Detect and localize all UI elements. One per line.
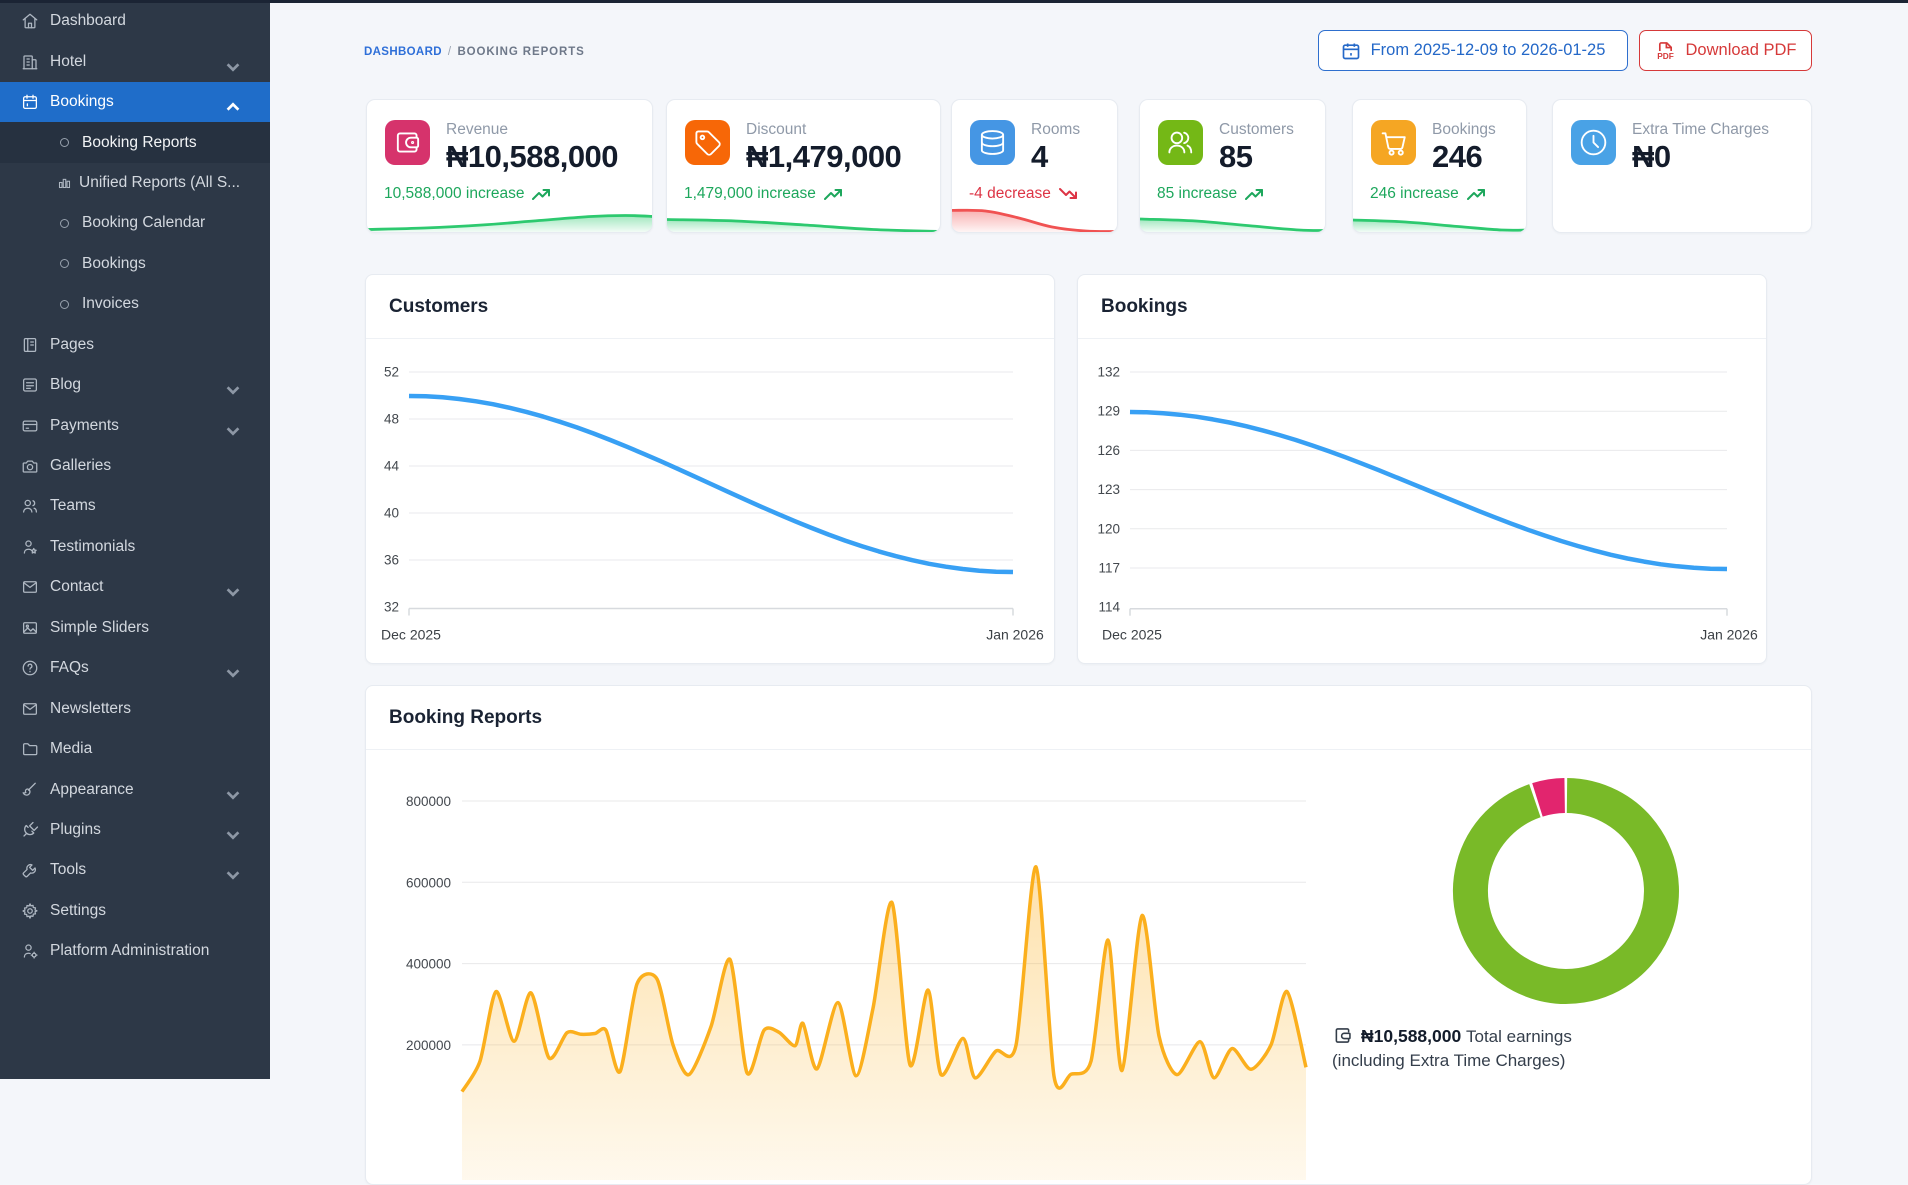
svg-text:400000: 400000 bbox=[406, 957, 451, 972]
svg-text:PDF: PDF bbox=[1657, 51, 1674, 61]
svg-text:126: 126 bbox=[1097, 443, 1120, 458]
svg-text:132: 132 bbox=[1097, 365, 1120, 380]
svg-text:44: 44 bbox=[384, 459, 400, 474]
svg-text:Jan 2026: Jan 2026 bbox=[986, 627, 1044, 643]
svg-text:40: 40 bbox=[384, 506, 399, 521]
svg-text:123: 123 bbox=[1097, 482, 1120, 497]
svg-text:₦10,588,000: ₦10,588,000 bbox=[1361, 1026, 1461, 1046]
svg-text:48: 48 bbox=[384, 412, 399, 427]
svg-text:114: 114 bbox=[1098, 600, 1120, 615]
svg-text:52: 52 bbox=[384, 365, 399, 380]
svg-text:Dec 2025: Dec 2025 bbox=[1102, 627, 1162, 643]
svg-text:117: 117 bbox=[1098, 561, 1120, 576]
svg-text:600000: 600000 bbox=[406, 875, 451, 890]
svg-text:800000: 800000 bbox=[406, 794, 451, 809]
svg-text:120: 120 bbox=[1097, 521, 1120, 536]
svg-text:36: 36 bbox=[384, 553, 399, 568]
svg-text:200000: 200000 bbox=[406, 1038, 451, 1053]
svg-text:Dec 2025: Dec 2025 bbox=[381, 627, 441, 643]
svg-text:Total earnings: Total earnings bbox=[1466, 1027, 1572, 1046]
svg-text:129: 129 bbox=[1097, 404, 1120, 419]
svg-text:Jan 2026: Jan 2026 bbox=[1700, 627, 1758, 643]
svg-text:(including Extra Time Charges): (including Extra Time Charges) bbox=[1332, 1051, 1565, 1070]
svg-text:32: 32 bbox=[384, 600, 399, 615]
